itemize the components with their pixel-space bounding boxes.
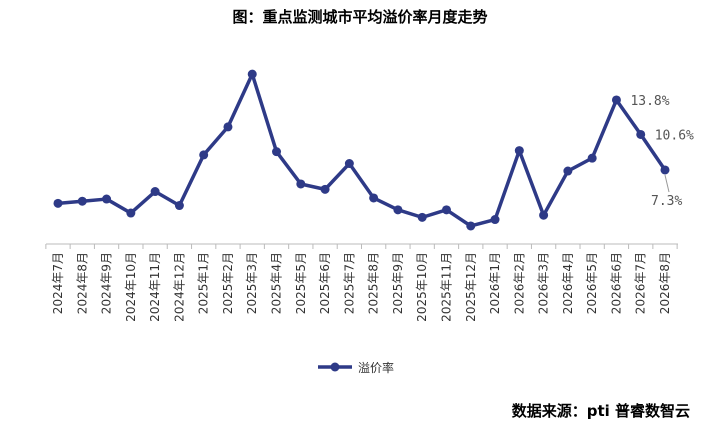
marker (77, 196, 87, 206)
x-tick-label: 2026年6月 (609, 252, 623, 314)
marker (539, 210, 549, 220)
leader (664, 174, 670, 193)
marker (223, 122, 233, 132)
x-tick-label: 2025年9月 (391, 252, 405, 314)
x-tick-label: 2024年10月 (124, 252, 138, 322)
x-tick-label: 2025年6月 (318, 252, 332, 314)
x-tick-label: 2026年7月 (634, 252, 648, 314)
x-tick-label: 2026年2月 (512, 252, 526, 314)
x-tick-label: 2025年5月 (294, 252, 308, 314)
marker (490, 215, 500, 225)
marker (296, 179, 306, 189)
marker (126, 208, 136, 218)
x-tick-label: 2025年10月 (415, 252, 429, 322)
marker (466, 221, 476, 231)
marker (247, 69, 257, 79)
x-tick-label: 2025年1月 (197, 252, 211, 314)
line (57, 72, 667, 228)
x-tick-label: 2024年8月 (75, 252, 89, 314)
value-label: 10.6% (655, 128, 694, 143)
marker (417, 212, 427, 222)
value-label: 7.3% (651, 194, 682, 209)
x-tick-label: 2026年3月 (537, 252, 551, 314)
marker (660, 165, 670, 175)
x-tick-label: 2026年4月 (561, 252, 575, 314)
marker (587, 153, 597, 163)
marker (344, 159, 354, 169)
x-tick-label: 2024年9月 (100, 252, 114, 314)
x-tick-label: 2025年12月 (464, 252, 478, 322)
marker (636, 129, 646, 139)
marker (393, 205, 403, 215)
source: 数据来源：pti 普睿数智云 (512, 402, 690, 420)
x-tick-label: 2025年7月 (342, 252, 356, 314)
x-tick-label: 2025年11月 (439, 252, 453, 322)
marker (514, 146, 524, 156)
legend-label: 溢价率 (358, 360, 394, 375)
value-label: 13.8% (630, 94, 669, 109)
marker (102, 194, 112, 204)
marker (563, 166, 573, 176)
marker (369, 193, 379, 203)
x-tick-label: 2026年5月 (585, 252, 599, 314)
x-tick-label: 2025年8月 (367, 252, 381, 314)
marker (441, 205, 451, 215)
marker (174, 201, 184, 211)
x-tick-label: 2025年4月 (270, 252, 284, 314)
marker (150, 187, 160, 197)
x-tick-label: 2026年8月 (658, 252, 672, 314)
x-tick-label: 2026年1月 (488, 252, 502, 314)
legend-marker (330, 362, 340, 372)
marker (53, 198, 63, 208)
x-tick-label: 2025年3月 (245, 252, 259, 314)
x-tick-label: 2024年7月 (51, 252, 65, 314)
marker (199, 150, 209, 160)
marker (272, 147, 282, 157)
chart-title: 图：重点监测城市平均溢价率月度走势 (232, 8, 487, 26)
x-tick-label: 2024年12月 (172, 252, 186, 322)
x-tick-label: 2024年11月 (148, 252, 162, 322)
marker (320, 184, 330, 194)
x-tick-label: 2025年2月 (221, 252, 235, 314)
marker (611, 95, 621, 105)
